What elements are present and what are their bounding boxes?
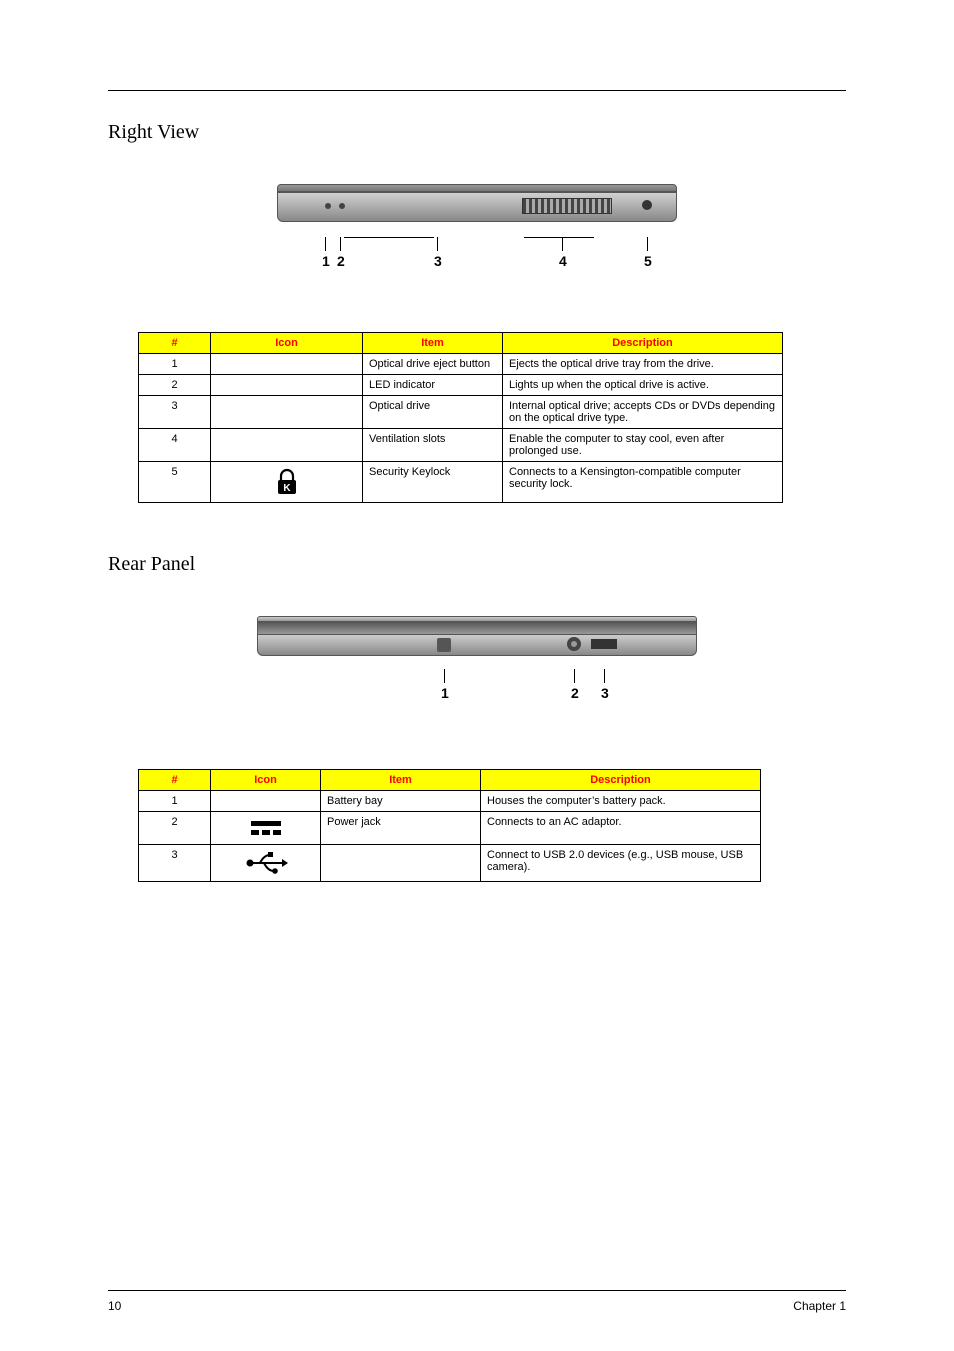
- table-row: 1 Optical drive eject button Ejects the …: [139, 354, 783, 375]
- cell-icon: [211, 375, 363, 396]
- col-icon: Icon: [211, 333, 363, 354]
- rear-callouts: 1 2 3: [257, 669, 697, 709]
- cell-item: Ventilation slots: [363, 429, 503, 462]
- cell-desc: Connects to a Kensington-compatible comp…: [503, 462, 783, 503]
- laptop-side-illustration: [277, 184, 677, 229]
- svg-text:K: K: [283, 483, 291, 494]
- table-row: 4 Ventilation slots Enable the computer …: [139, 429, 783, 462]
- page-number: 10: [108, 1299, 121, 1313]
- callout-label: 1: [322, 253, 330, 269]
- table-row: 5 K Security Keylock Connects to a Kensi…: [139, 462, 783, 503]
- col-desc: Description: [503, 333, 783, 354]
- cell-item: Optical drive eject button: [363, 354, 503, 375]
- cell-num: 2: [139, 375, 211, 396]
- cell-desc: Houses the computer’s battery pack.: [481, 791, 761, 812]
- cell-desc: Lights up when the optical drive is acti…: [503, 375, 783, 396]
- cell-icon: [211, 396, 363, 429]
- cell-icon: [211, 429, 363, 462]
- cell-icon: [211, 354, 363, 375]
- top-rule: [108, 90, 846, 91]
- callout-label: 4: [559, 253, 567, 269]
- table-header-row: # Icon Item Description: [139, 770, 761, 791]
- rear-panel-table: # Icon Item Description 1 Battery bay Ho…: [138, 769, 761, 882]
- col-num: #: [139, 333, 211, 354]
- cell-num: 3: [139, 396, 211, 429]
- cell-icon: [211, 791, 321, 812]
- cell-num: 1: [139, 791, 211, 812]
- power-icon: [211, 812, 321, 845]
- lock-icon: K: [211, 462, 363, 503]
- page-footer: 10 Chapter 1: [108, 1299, 846, 1313]
- heading-right-view: Right View: [108, 121, 846, 144]
- cell-item: Power jack: [321, 812, 481, 845]
- callout-label: 2: [337, 253, 345, 269]
- diagram-right-view: 1 2 3 4 5: [277, 184, 677, 277]
- callout-label: 2: [571, 685, 579, 701]
- col-item: Item: [363, 333, 503, 354]
- cell-num: 4: [139, 429, 211, 462]
- table-row: 2 Power jack Connects to an AC adaptor.: [139, 812, 761, 845]
- cell-item: LED indicator: [363, 375, 503, 396]
- cell-num: 5: [139, 462, 211, 503]
- page: Right View 1 2 3 4 5 # Icon Item Descrip…: [0, 0, 954, 922]
- cell-desc: Connects to an AC adaptor.: [481, 812, 761, 845]
- usb-icon: [211, 845, 321, 882]
- col-desc: Description: [481, 770, 761, 791]
- table-row: 2 LED indicator Lights up when the optic…: [139, 375, 783, 396]
- table-row: 3 Optical drive Internal optical drive; …: [139, 396, 783, 429]
- cell-item: Optical drive: [363, 396, 503, 429]
- callout-label: 1: [441, 685, 449, 701]
- table-header-row: # Icon Item Description: [139, 333, 783, 354]
- cell-num: 2: [139, 812, 211, 845]
- right-view-table: # Icon Item Description 1 Optical drive …: [138, 332, 783, 503]
- chapter-label: Chapter 1: [793, 1299, 846, 1313]
- col-num: #: [139, 770, 211, 791]
- cell-desc: Ejects the optical drive tray from the d…: [503, 354, 783, 375]
- cell-desc: Connect to USB 2.0 devices (e.g., USB mo…: [481, 845, 761, 882]
- diagram-rear-panel: 1 2 3: [257, 616, 697, 709]
- laptop-rear-illustration: [257, 616, 697, 661]
- cell-num: 1: [139, 354, 211, 375]
- callout-label: 3: [601, 685, 609, 701]
- col-icon: Icon: [211, 770, 321, 791]
- cell-num: 3: [139, 845, 211, 882]
- col-item: Item: [321, 770, 481, 791]
- callout-label: 5: [644, 253, 652, 269]
- right-callouts: 1 2 3 4 5: [277, 237, 677, 277]
- cell-desc: Internal optical drive; accepts CDs or D…: [503, 396, 783, 429]
- cell-item: Security Keylock: [363, 462, 503, 503]
- table-row: 3 Connect to USB 2.0 devices (e.g., USB …: [139, 845, 761, 882]
- cell-item: [321, 845, 481, 882]
- cell-item: Battery bay: [321, 791, 481, 812]
- cell-desc: Enable the computer to stay cool, even a…: [503, 429, 783, 462]
- heading-rear-panel: Rear Panel: [108, 553, 846, 576]
- table-row: 1 Battery bay Houses the computer’s batt…: [139, 791, 761, 812]
- callout-label: 3: [434, 253, 442, 269]
- footer-rule: [108, 1290, 846, 1291]
